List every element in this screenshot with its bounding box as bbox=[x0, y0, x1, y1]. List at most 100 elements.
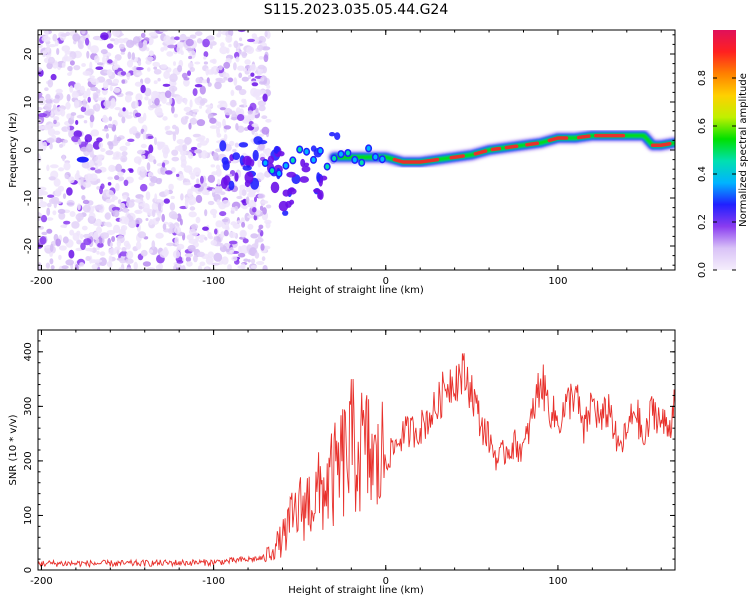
noise-blob bbox=[210, 67, 214, 75]
noise-blob bbox=[205, 267, 209, 270]
noise-blob bbox=[118, 267, 124, 270]
noise-blob bbox=[58, 167, 65, 172]
noise-blob bbox=[241, 189, 247, 197]
noise-blob bbox=[215, 168, 222, 177]
noise-blob bbox=[113, 224, 121, 234]
noise-blob bbox=[141, 154, 146, 160]
noise-blob bbox=[195, 234, 200, 243]
ridge-blob-core bbox=[263, 160, 268, 166]
noise-blob bbox=[241, 98, 246, 104]
noise-blob bbox=[209, 117, 217, 124]
noise-blob bbox=[127, 51, 132, 60]
noise-blob bbox=[97, 242, 104, 248]
noise-blob bbox=[171, 149, 179, 156]
noise-blob bbox=[55, 238, 61, 247]
noise-blob bbox=[161, 162, 166, 169]
ridge-blob-core bbox=[290, 157, 295, 163]
noise-blob bbox=[94, 55, 100, 63]
noise-blob bbox=[153, 80, 158, 85]
noise-blob bbox=[171, 105, 175, 114]
noise-blob bbox=[206, 77, 210, 84]
noise-blob bbox=[113, 134, 118, 143]
noise-blob bbox=[145, 56, 154, 62]
noise-blob bbox=[83, 238, 92, 246]
noise-blob bbox=[114, 58, 118, 67]
noise-blob bbox=[216, 126, 220, 136]
noise-blob bbox=[138, 41, 144, 49]
noise-blob bbox=[185, 256, 191, 263]
noise-blob bbox=[241, 205, 248, 210]
noise-blob bbox=[223, 229, 229, 237]
noise-blob bbox=[235, 123, 239, 131]
signal-blob bbox=[220, 177, 228, 189]
noise-blob bbox=[207, 200, 215, 206]
noise-blob bbox=[155, 217, 161, 222]
noise-blob bbox=[119, 43, 125, 50]
noise-blob bbox=[66, 187, 73, 196]
noise-blob bbox=[255, 209, 261, 216]
noise-blob bbox=[55, 88, 63, 94]
noise-blob bbox=[148, 249, 154, 254]
noise-blob bbox=[250, 258, 256, 264]
noise-blob bbox=[261, 126, 270, 135]
noise-blob bbox=[262, 265, 268, 270]
colorbar-tick-label: 0.4 bbox=[697, 166, 708, 182]
noise-blob bbox=[135, 209, 141, 214]
noise-blob bbox=[177, 65, 183, 73]
noise-blob bbox=[112, 65, 119, 70]
noise-blob bbox=[254, 196, 257, 203]
noise-blob bbox=[106, 69, 113, 77]
noise-blob bbox=[82, 70, 92, 76]
noise-blob bbox=[91, 264, 99, 270]
noise-blob bbox=[96, 89, 101, 94]
signal-blob bbox=[316, 172, 321, 183]
noise-blob bbox=[162, 223, 167, 230]
noise-blob bbox=[52, 210, 57, 216]
noise-blob bbox=[140, 143, 147, 149]
noise-blob bbox=[49, 243, 54, 252]
noise-blob bbox=[100, 183, 105, 190]
noise-blob bbox=[194, 61, 201, 65]
noise-blob bbox=[39, 236, 47, 245]
noise-blob bbox=[53, 116, 60, 121]
signal-blob bbox=[329, 132, 336, 137]
noise-blob bbox=[79, 85, 85, 94]
signal-blob bbox=[234, 172, 239, 182]
signal-blob bbox=[242, 165, 252, 171]
ridge-blob-core bbox=[311, 157, 316, 163]
noise-blob bbox=[218, 64, 223, 71]
noise-blob bbox=[82, 181, 92, 188]
noise-blob bbox=[64, 56, 73, 62]
noise-blob bbox=[176, 260, 184, 264]
noise-blob bbox=[263, 54, 269, 63]
y-tick-label: -20 bbox=[23, 238, 34, 254]
noise-blob bbox=[197, 265, 203, 270]
signal-blob bbox=[334, 132, 341, 141]
noise-blob bbox=[108, 255, 113, 263]
noise-blob bbox=[108, 248, 117, 255]
noise-blob bbox=[122, 194, 128, 200]
noise-blob bbox=[121, 151, 128, 157]
noise-blob bbox=[198, 239, 204, 243]
noise-blob bbox=[220, 42, 225, 48]
noise-blob bbox=[45, 93, 51, 101]
noise-blob bbox=[185, 111, 193, 116]
noise-blob bbox=[111, 236, 116, 242]
noise-blob bbox=[260, 243, 265, 251]
noise-blob bbox=[205, 256, 214, 265]
noise-blob bbox=[107, 123, 113, 129]
noise-blob bbox=[44, 103, 52, 110]
noise-blob bbox=[238, 245, 242, 254]
noise-blob bbox=[71, 221, 80, 229]
signal-blob bbox=[299, 176, 310, 183]
noise-blob bbox=[251, 123, 259, 128]
noise-blob bbox=[90, 129, 100, 137]
x-tick-label: -100 bbox=[202, 576, 225, 587]
noise-blob bbox=[169, 97, 173, 105]
noise-blob bbox=[207, 82, 212, 87]
noise-blob bbox=[57, 208, 66, 214]
noise-blob bbox=[152, 91, 160, 96]
noise-blob bbox=[112, 78, 120, 84]
y-tick-label: 10 bbox=[23, 96, 34, 109]
noise-blob bbox=[162, 116, 168, 121]
